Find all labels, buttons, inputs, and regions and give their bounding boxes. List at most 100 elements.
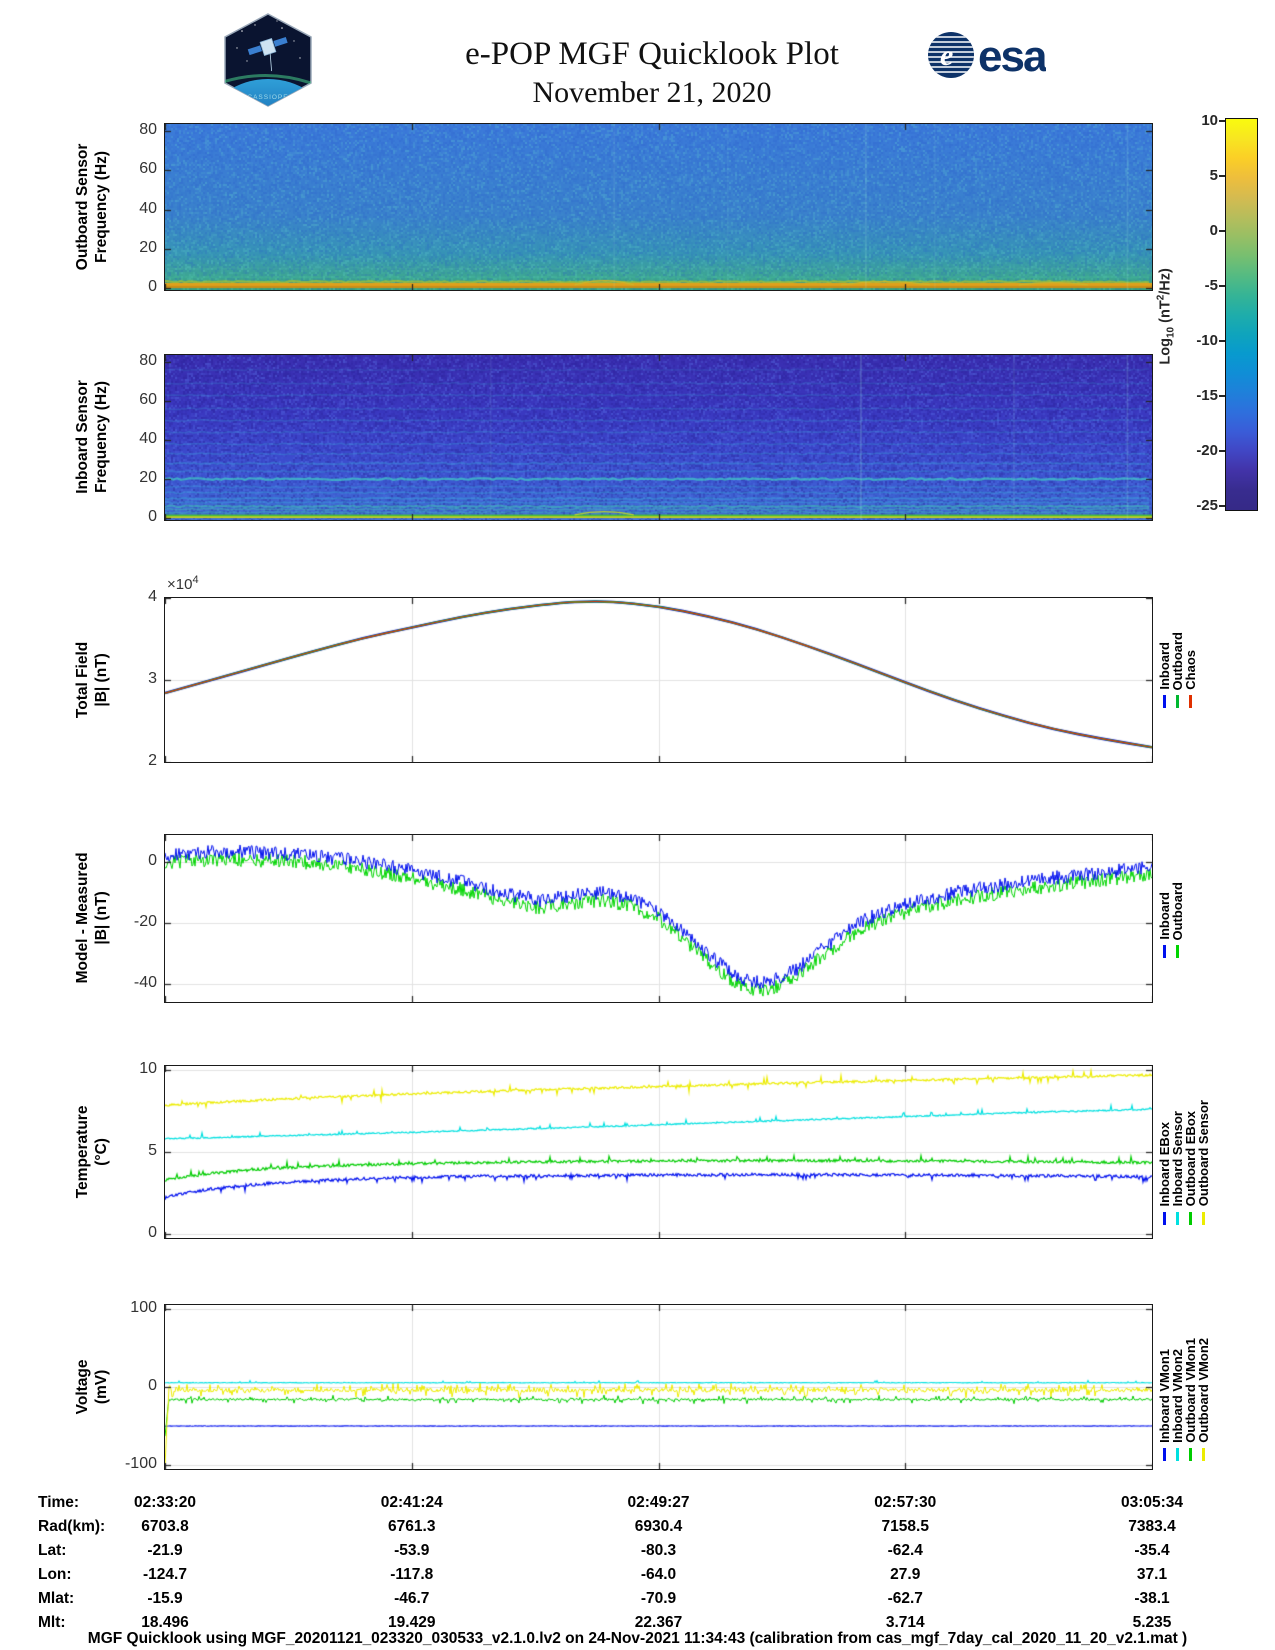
cassiope-logo-text: CASSIOPE: [247, 94, 288, 101]
legend-line-mark: [1163, 1211, 1166, 1225]
legend-entry: Outboard VMon1: [1183, 1307, 1198, 1471]
colorbar-tick-mark: [1219, 505, 1225, 507]
colorbar-title: Log10 (nT2/Hz): [1155, 268, 1177, 365]
footer-text: MGF Quicklook using MGF_20201121_023320_…: [87, 1630, 1188, 1647]
legend-entry: Outboard: [1170, 605, 1185, 718]
table-cell: -62.7: [887, 1590, 923, 1607]
legend-label: Chaos: [1183, 650, 1198, 690]
y-tick-label: 0: [148, 1224, 157, 1242]
total-field-legend: Inboard Outboard Chaos: [1157, 605, 1198, 718]
y-axis-exponent: ×104: [167, 574, 199, 593]
table-cell: -53.9: [394, 1542, 430, 1559]
colorbar-tick-mark: [1219, 450, 1225, 452]
table-cell: 27.9: [890, 1566, 921, 1583]
legend-entry: Chaos: [1183, 605, 1198, 718]
colorbar-tick-label: 5: [1209, 167, 1218, 184]
legend-line-mark: [1163, 1448, 1166, 1461]
esa-logo: e esa: [928, 32, 1046, 81]
colorbar-tick-label: 0: [1209, 222, 1218, 239]
legend-entry: Outboard VMon2: [1196, 1307, 1211, 1471]
table-cell: -62.4: [887, 1542, 923, 1559]
legend-entry: Inboard Sensor: [1170, 1062, 1185, 1235]
table-cell: 6761.3: [388, 1518, 436, 1535]
cassiope-mission-logo: CASSIOPE: [224, 13, 312, 107]
y-tick-label: 60: [139, 391, 157, 409]
colorbar-tick-mark: [1219, 120, 1225, 122]
y-tick-label: 0: [148, 851, 157, 869]
table-cell: -21.9: [147, 1542, 183, 1559]
temperature-legend: Inboard EBox Inboard Sensor Outboard EBox O…: [1157, 1062, 1211, 1235]
table-cell: -15.9: [147, 1590, 183, 1607]
y-tick-label: 100: [130, 1298, 157, 1316]
legend-entry: Outboard Sensor: [1196, 1062, 1211, 1235]
table-cell: 7158.5: [881, 1518, 929, 1535]
legend-line-mark: [1163, 945, 1166, 958]
table-cell: -124.7: [143, 1566, 187, 1583]
table-row-label: Rad(km):: [38, 1518, 106, 1535]
voltage-plot-canvas: [164, 1304, 1153, 1470]
y-tick-label: 80: [139, 352, 157, 370]
colorbar-tick-mark: [1219, 285, 1225, 287]
y-tick-label: 5: [148, 1142, 157, 1159]
spectrogram-colorbar: [1225, 118, 1258, 511]
table-cell: -117.8: [390, 1566, 434, 1583]
table-row-label: Mlat:: [38, 1590, 75, 1607]
total-field-plot-canvas: [164, 597, 1153, 763]
legend-entry: Inboard VMon2: [1170, 1307, 1185, 1471]
voltage-legend: Inboard VMon1 Inboard VMon2 Outboard VMon1…: [1157, 1307, 1211, 1471]
legend-label: Outboard Sensor: [1196, 1100, 1211, 1207]
esa-globe-e-icon: e: [940, 39, 953, 72]
colorbar-tick-label: -20: [1196, 442, 1218, 459]
colorbar-tick-label: -15: [1196, 387, 1218, 404]
y-tick-label: -40: [133, 974, 157, 991]
legend-line-mark: [1163, 695, 1166, 708]
table-cell: 02:57:30: [874, 1494, 937, 1511]
y-tick-label: 60: [139, 160, 157, 178]
table-cell: -35.4: [1134, 1542, 1170, 1559]
y-tick-label: -20: [133, 912, 157, 930]
colorbar-tick-mark: [1219, 395, 1225, 397]
temperature-plot-canvas: [164, 1065, 1153, 1239]
table-row-label: Lat:: [38, 1542, 67, 1559]
legend-line-mark: [1202, 1448, 1205, 1461]
table-cell: 6930.4: [634, 1518, 683, 1535]
legend-entry: Inboard: [1157, 855, 1172, 968]
inboard-spectrogram-canvas: [164, 354, 1153, 521]
table-cell: 22.367: [634, 1614, 683, 1631]
legend-label: Outboard: [1170, 881, 1185, 941]
y-tick-label: 2: [148, 752, 157, 769]
y-tick-label: 4: [148, 588, 157, 605]
colorbar-tick-label: -25: [1196, 497, 1218, 514]
legend-entry: Inboard VMon1: [1157, 1307, 1172, 1471]
legend-line-mark: [1176, 695, 1179, 708]
table-row-label: Time:: [38, 1494, 80, 1511]
colorbar-tick-mark: [1219, 230, 1225, 232]
table-cell: -80.3: [640, 1542, 677, 1559]
legend-label: Outboard VMon2: [1196, 1338, 1211, 1443]
y-tick-label: -100: [124, 1455, 157, 1473]
legend-line-mark: [1176, 1448, 1179, 1461]
y-tick-label: 20: [139, 238, 157, 256]
table-cell: 03:05:34: [1120, 1494, 1184, 1511]
table-row-label: Lon:: [38, 1566, 72, 1583]
legend-line-mark: [1189, 1211, 1192, 1225]
table-cell: 02:49:27: [627, 1494, 690, 1511]
table-cell: 3.714: [885, 1614, 925, 1631]
colorbar-tick-label: -5: [1204, 277, 1218, 294]
esa-logo-text: esa: [978, 32, 1046, 81]
table-cell: 02:33:20: [133, 1494, 197, 1511]
table-cell: 7383.4: [1128, 1518, 1176, 1535]
table-cell: -70.9: [640, 1590, 677, 1607]
outboard-spectrogram-canvas: [164, 123, 1153, 291]
y-tick-label: 3: [148, 670, 157, 687]
page-title: e-POP MGF Quicklook Plot: [465, 36, 839, 72]
legend-line-mark: [1176, 945, 1179, 958]
colorbar-tick-label: 10: [1201, 112, 1218, 129]
table-cell: 37.1: [1136, 1566, 1168, 1583]
colorbar-tick-mark: [1219, 340, 1225, 342]
table-cell: 18.496: [141, 1614, 189, 1631]
legend-line-mark: [1189, 1448, 1192, 1461]
y-tick-label: 0: [148, 1377, 157, 1394]
legend-line-mark: [1189, 695, 1192, 708]
